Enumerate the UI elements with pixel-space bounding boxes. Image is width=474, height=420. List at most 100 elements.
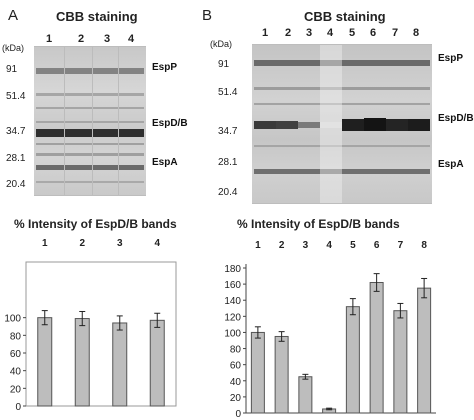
x-category-label: 4 [326, 240, 332, 251]
lane-separator [92, 47, 93, 195]
x-category-label: 1 [42, 238, 48, 249]
panel-a-lane-label: 1 [46, 33, 53, 45]
x-category-label: 7 [398, 240, 404, 251]
y-tick-label: 100 [224, 328, 241, 339]
panel-a-marker-label: 34.7 [6, 126, 26, 137]
gel-band-espa [36, 165, 144, 170]
panel-b-band-label-espdb: EspD/B [438, 113, 474, 124]
gel-band [36, 181, 144, 183]
y-tick-label: 0 [15, 402, 21, 413]
gel-band-espdb [36, 129, 144, 137]
panel-a-lane-label: 3 [104, 33, 111, 45]
gel-band-espdb [386, 119, 408, 131]
gel-band [36, 93, 144, 96]
panel-a-marker-label: 91 [6, 64, 18, 75]
bar [74, 318, 90, 407]
panel-a-kda-header: (kDa) [2, 43, 24, 53]
lane-separator [118, 47, 119, 195]
panel-b-lane-label: 1 [262, 27, 269, 39]
lane-separator [64, 47, 65, 195]
x-category-label: 3 [117, 238, 123, 249]
panel-b-letter: B [202, 7, 213, 24]
gel-band [36, 107, 144, 109]
bar [417, 287, 432, 414]
bar [37, 317, 53, 407]
panel-b-lane-label: 6 [370, 27, 377, 39]
y-tick-label: 140 [224, 296, 241, 307]
lane-4-pale [320, 45, 342, 203]
x-category-label: 3 [303, 240, 309, 251]
x-category-label: 2 [279, 240, 285, 251]
y-tick-label: 120 [224, 312, 241, 323]
panel-b-gel-image [252, 44, 432, 204]
panel-b-band-label-espp: EspP [438, 53, 464, 64]
gel-band-espdb [298, 122, 320, 128]
panel-b-marker-label: 20.4 [218, 187, 238, 198]
panel-a-lane-label: 2 [78, 33, 85, 45]
panel-b-lane-label: 3 [306, 27, 313, 39]
bar [369, 282, 384, 414]
panel-b-kda-header: (kDa) [210, 39, 232, 49]
panel-a-band-label-espdb: EspD/B [152, 118, 188, 129]
y-tick-label: 20 [10, 384, 22, 395]
y-tick-label: 20 [230, 393, 242, 404]
panel-b-chart-title: % Intensity of EspD/B bands [237, 217, 400, 231]
x-category-label: 4 [154, 238, 160, 249]
bar [149, 319, 165, 407]
panel-b-lane-label: 4 [327, 27, 334, 39]
y-tick-label: 0 [235, 409, 241, 420]
bar [112, 322, 128, 407]
gel-band-espdb [408, 119, 430, 131]
panel-a-marker-label: 28.1 [6, 153, 26, 164]
bar [393, 310, 408, 414]
y-tick-label: 160 [224, 280, 241, 291]
x-category-label: 5 [350, 240, 356, 251]
gel-band-espdb [320, 122, 342, 128]
panel-a-marker-label: 51.4 [6, 91, 26, 102]
gel-band [36, 143, 144, 145]
gel-band-espp [254, 60, 430, 66]
panel-b-marker-label: 34.7 [218, 126, 238, 137]
bar [298, 376, 313, 414]
x-category-label: 8 [421, 240, 427, 251]
y-tick-label: 40 [10, 367, 22, 378]
y-tick-label: 80 [230, 345, 242, 356]
panel-b-band-label-espa: EspA [438, 159, 464, 170]
panel-a-gel-title: CBB staining [56, 9, 138, 24]
bar [274, 335, 289, 414]
panel-a-letter: A [8, 7, 19, 24]
gel-band-espdb [254, 121, 276, 129]
x-category-label: 2 [79, 238, 85, 249]
bar [345, 306, 360, 414]
panel-a-chart-title: % Intensity of EspD/B bands [14, 217, 177, 231]
y-tick-label: 40 [230, 377, 242, 388]
gel-band-espdb [364, 118, 386, 131]
panel-a-band-label-espa: EspA [152, 157, 178, 168]
gel-band [36, 121, 144, 123]
panel-b-gel-title: CBB staining [304, 9, 386, 24]
gel-band [36, 153, 144, 156]
panel-b-marker-label: 91 [218, 59, 230, 70]
panel-b-marker-label: 51.4 [218, 87, 238, 98]
gel-band-espp [36, 68, 144, 74]
y-tick-label: 60 [10, 349, 22, 360]
panel-a-band-label-espp: EspP [152, 62, 178, 73]
bar [250, 331, 265, 414]
gel-band [254, 103, 430, 105]
gel-band-espa [254, 169, 430, 174]
panel-b-lane-label: 5 [349, 27, 356, 39]
y-tick-label: 180 [224, 264, 241, 275]
panel-a-lane-label: 4 [128, 33, 135, 45]
panel-a-gel-image [34, 46, 146, 196]
gel-band-espdb [342, 119, 364, 131]
panel-b-marker-label: 28.1 [218, 157, 238, 168]
panel-b-lane-label: 2 [285, 27, 292, 39]
gel-band [254, 87, 430, 90]
panel-b-lane-label: 7 [392, 27, 399, 39]
y-tick-label: 100 [4, 314, 21, 325]
gel-band-espdb [276, 121, 298, 129]
y-tick-label: 80 [10, 331, 22, 342]
panel-a-bar-chart: 0 20 40 60 80 100 1 2 3 4 [4, 238, 177, 413]
panel-b-lane-label: 8 [413, 27, 420, 39]
panel-a-marker-label: 20.4 [6, 179, 26, 190]
